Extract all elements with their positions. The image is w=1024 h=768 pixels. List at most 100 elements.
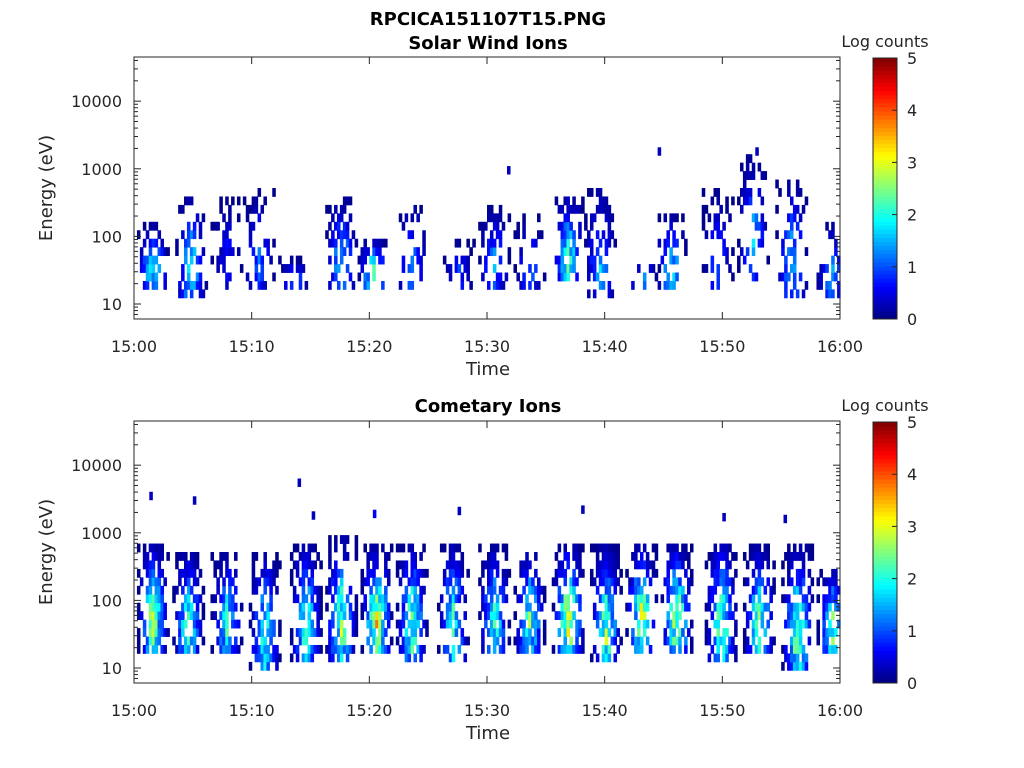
spectrogram-cell (231, 602, 235, 612)
spectrogram-cell (742, 628, 747, 637)
spectrogram-cell (348, 585, 353, 595)
spectrogram-cell (528, 636, 532, 646)
spectrogram-cell (742, 552, 747, 561)
spectrogram-cell (236, 196, 241, 206)
spectrogram-cell (572, 196, 576, 206)
spectrogram-cell (631, 280, 635, 290)
spectrogram-cell (192, 644, 197, 654)
spectrogram-cell (578, 230, 582, 240)
spectrogram-cell (442, 543, 447, 553)
spectrogram-cell (722, 611, 726, 621)
spectrogram-cell (269, 602, 273, 612)
spectrogram-cell (292, 594, 297, 604)
spectrogram-cell (798, 644, 803, 654)
spectrogram-cell (789, 644, 794, 654)
spectrogram-cell (311, 511, 316, 520)
spectrogram-cell (342, 247, 347, 257)
spectrogram-cell (222, 594, 226, 604)
colorbar-segment (873, 314, 897, 320)
spectrogram-cell (834, 594, 838, 604)
spectrogram-cell (722, 602, 726, 612)
spectrogram-cell (607, 577, 612, 587)
spectrogram-cell (563, 264, 568, 273)
spectrogram-cell (234, 568, 238, 578)
spectrogram-cell (466, 636, 470, 646)
spectrogram-cell (713, 188, 718, 197)
spectrogram-cell (186, 280, 191, 290)
spectrogram-cell (672, 636, 676, 646)
spectrogram-cell (254, 272, 259, 282)
spectrogram-cell (828, 577, 832, 587)
spectrogram-cell (822, 264, 826, 273)
spectrogram-cell (245, 213, 250, 223)
spectrogram-cell (498, 213, 503, 223)
spectrogram-cell (604, 213, 609, 223)
spectrogram-cell (360, 644, 365, 654)
spectrogram-cell (595, 230, 600, 240)
spectrogram-cell (386, 619, 391, 629)
spectrogram-cell (501, 628, 506, 637)
colorbar-segment (873, 180, 897, 185)
spectrogram-cell (307, 611, 312, 621)
spectrogram-cell (831, 230, 835, 240)
spectrogram-cell (225, 644, 229, 654)
spectrogram-cell (563, 611, 568, 621)
spectrogram-cell (719, 204, 723, 214)
spectrogram-cell (751, 272, 756, 282)
spectrogram-cell (519, 619, 523, 629)
spectrogram-cell (572, 238, 576, 248)
spectrogram-cell (201, 289, 206, 299)
colorbar-segment (873, 528, 897, 533)
spectrogram-cell (792, 264, 797, 273)
spectrogram-cell (484, 221, 488, 231)
spectrogram-cell (386, 552, 391, 561)
spectrogram-cell (145, 636, 150, 646)
spectrogram-cell (181, 264, 185, 273)
spectrogram-cell (613, 552, 618, 561)
spectrogram-cell (448, 568, 453, 578)
spectrogram-cell (725, 653, 729, 663)
spectrogram-cell (407, 577, 412, 587)
spectrogram-cell (372, 509, 377, 519)
colorbar-segment (873, 155, 897, 161)
spectrogram-cell (678, 594, 682, 604)
spectrogram-cell (557, 568, 562, 578)
spectrogram-cell (607, 204, 612, 214)
spectrogram-cell (604, 568, 609, 578)
spectrogram-cell (234, 585, 238, 595)
spectrogram-cell (501, 585, 506, 595)
panel-cometary: Cometary Ions 15:00 15:10 15:20 15:30 15:40 1… (36, 396, 929, 744)
spectrogram-cell (531, 585, 535, 595)
spectrogram-cell (722, 238, 726, 248)
x-tick-label: 15:30 (464, 337, 510, 356)
spectrogram-cell (745, 611, 750, 621)
spectrogram-cell (592, 543, 597, 553)
spectrogram-cell (607, 585, 612, 595)
spectrogram-cell (666, 543, 670, 553)
spectrogram-cell (795, 653, 800, 663)
spectrogram-cell (751, 628, 756, 637)
spectrogram-cell (372, 247, 376, 257)
spectrogram-cell (319, 611, 323, 621)
spectrogram-cell (166, 247, 170, 257)
spectrogram-cell (175, 644, 179, 654)
spectrogram-cell (498, 619, 503, 629)
spectrogram-cell (272, 188, 276, 197)
spectrogram-cell (304, 552, 309, 561)
spectrogram-cell (345, 196, 350, 206)
spectrogram-cell (151, 255, 156, 265)
spectrogram-cell (581, 204, 585, 214)
spectrogram-cell (339, 238, 344, 248)
spectrogram-cell (192, 619, 197, 629)
colorbar-segment (873, 212, 897, 218)
spectrogram-cell (298, 577, 303, 587)
spectrogram-cell (804, 602, 809, 612)
spectrogram-cell (810, 552, 815, 561)
spectrogram-cell (784, 552, 788, 561)
spectrogram-cell (313, 543, 317, 553)
spectrogram-cell (363, 238, 367, 248)
spectrogram-cell (825, 602, 829, 612)
spectrogram-cell (154, 238, 159, 248)
spectrogram-cell (787, 188, 791, 197)
colorbar-segment (873, 638, 897, 643)
